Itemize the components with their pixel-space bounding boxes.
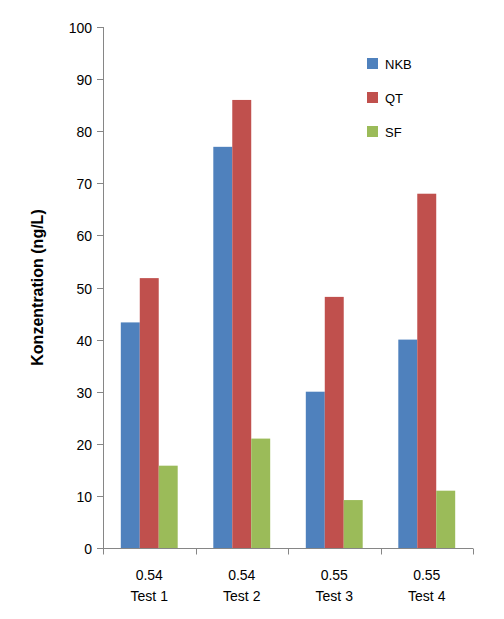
y-tick [97,27,103,28]
bar [121,322,140,548]
bar [140,278,159,548]
y-tick [97,548,103,549]
y-tick [97,288,103,289]
bar [344,500,363,548]
x-tick-label-line: 0.55 [321,567,348,583]
y-tick [97,131,103,132]
legend-label: SF [385,125,402,140]
bar [159,466,178,548]
y-tick-label: 40 [76,333,92,349]
y-tick-label: 0 [84,541,92,557]
chart-svg: 0 10 20 30 40 50 60 70 80 90 100 0.54 Test 1 0.54 Test… [0,0,504,619]
bar [417,194,436,548]
x-tick-label: 0.55 Test 3 [316,567,354,604]
legend-label: NKB [385,57,412,72]
y-tick-label: 10 [76,489,92,505]
bar [306,392,325,548]
y-tick [97,392,103,393]
x-tick-label: 0.54 Test 2 [223,567,261,604]
y-tick [97,496,103,497]
x-tick-label-line: Test 3 [316,588,354,604]
y-tick-label: 70 [76,176,92,192]
y-tick-label: 100 [69,20,93,36]
x-tick-label-line: 0.54 [136,567,163,583]
y-tick [97,79,103,80]
bar [251,439,270,548]
y-tick-label: 20 [76,437,92,453]
x-category-separator [196,549,197,555]
bar [398,340,417,548]
bars [121,100,455,548]
y-tick [97,340,103,341]
bar [213,147,232,548]
y-tick [97,183,103,184]
x-category-separator [473,549,474,555]
x-tick-label-line: Test 1 [131,588,169,604]
y-tick-label: 50 [76,281,92,297]
y-tick [97,235,103,236]
y-tick-label: 30 [76,385,92,401]
x-tick-label-line: Test 4 [408,588,446,604]
bar [436,491,455,548]
legend-swatch [367,58,378,69]
x-tick-label-line: 0.55 [413,567,440,583]
x-tick-label: 0.55 Test 4 [408,567,446,604]
y-tick-label: 80 [76,124,92,140]
y-tick-label: 90 [76,72,92,88]
x-category-separator [288,549,289,555]
x-category-separator [103,549,104,555]
x-category-separator [381,549,382,555]
y-axis-line [103,27,104,548]
legend-swatch [367,126,378,137]
x-tick-label-line: Test 2 [223,588,261,604]
chart-container: 0 10 20 30 40 50 60 70 80 90 100 0.54 Test 1 0.54 Test… [0,0,504,619]
y-tick [97,444,103,445]
bar [325,297,344,548]
y-axis-title: Konzentration (ng/L) [29,209,46,365]
x-tick-label: 0.54 Test 1 [131,567,169,604]
legend: NKB QT SF [367,57,412,140]
y-tick-label: 60 [76,228,92,244]
legend-label: QT [385,91,403,106]
bar [232,100,251,548]
legend-swatch [367,92,378,103]
x-tick-label-line: 0.54 [228,567,255,583]
